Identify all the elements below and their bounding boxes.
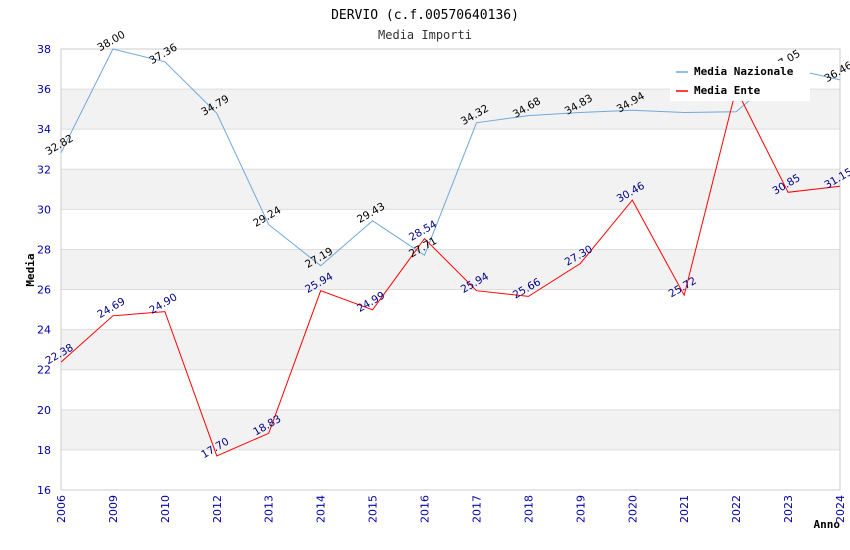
x-tick-label: 2013: [263, 495, 276, 523]
series-line-media-ente: [60, 87, 841, 457]
y-tick-label: 18: [37, 444, 51, 457]
x-tick-label: 2018: [522, 495, 535, 523]
y-tick-label: 36: [37, 83, 51, 96]
x-tick-label: 2020: [626, 495, 639, 523]
data-label-media-nazionale: 32.82: [43, 133, 75, 158]
x-tick-label: 2009: [107, 495, 120, 523]
y-tick-label: 32: [37, 163, 51, 176]
data-label-media-nazionale: 37.36: [147, 41, 179, 67]
background-band: [61, 329, 840, 370]
y-axis-title: Media: [24, 253, 37, 286]
data-label-media-nazionale: 38.00: [95, 29, 127, 54]
data-label-media-ente: 24.90: [147, 291, 179, 316]
series-lines: [60, 48, 841, 457]
legend: Media Nazionale Media Ente: [670, 61, 810, 101]
plot-border: [60, 48, 841, 491]
x-tick-label: 2022: [730, 495, 743, 523]
x-tick-label: 2010: [159, 495, 172, 523]
legend-label-media-nazionale: Media Nazionale: [694, 65, 794, 78]
y-tick-labels: 16 18 20 22 24 26 28 30 32 34 36 38: [37, 43, 51, 497]
y-tick-label: 28: [37, 243, 51, 256]
chart-title: DERVIO (c.f.00570640136): [331, 8, 519, 23]
y-tick-label: 30: [37, 203, 51, 216]
data-label-media-ente: 24.99: [355, 289, 387, 314]
y-tick-label: 26: [37, 284, 51, 297]
y-tick-label: 16: [37, 484, 51, 497]
x-axis-title: Anno: [814, 518, 841, 531]
x-tick-label: 2023: [782, 495, 795, 523]
x-tick-label: 2012: [211, 495, 224, 523]
y-tick-label: 34: [37, 123, 51, 136]
legend-box: [670, 61, 810, 101]
y-tick-label: 38: [37, 43, 51, 56]
background-band: [61, 409, 840, 450]
x-tick-labels: 2006 2009 2010 2012 2013 2014 2015 2016 2017 2018…: [55, 495, 847, 523]
data-label-media-nazionale: 36.46: [822, 59, 850, 85]
x-tick-label: 2015: [367, 495, 380, 523]
x-tick-label: 2017: [470, 495, 483, 523]
series-line-media-nazionale: [60, 48, 841, 267]
chart-subtitle: Media Importi: [378, 28, 472, 42]
x-tick-label: 2006: [55, 495, 68, 523]
y-tick-label: 20: [37, 404, 51, 417]
background-band: [61, 249, 840, 290]
x-tick-label: 2014: [315, 495, 328, 523]
x-tick-label: 2016: [419, 495, 432, 523]
plot-background-bands: [61, 89, 840, 450]
legend-label-media-ente: Media Ente: [694, 84, 761, 97]
x-tick-label: 2024: [834, 495, 847, 523]
y-tick-label: 24: [37, 324, 51, 337]
y-tick-label: 22: [37, 364, 51, 377]
x-tick-label: 2019: [574, 495, 587, 523]
x-tick-label: 2021: [678, 495, 691, 523]
